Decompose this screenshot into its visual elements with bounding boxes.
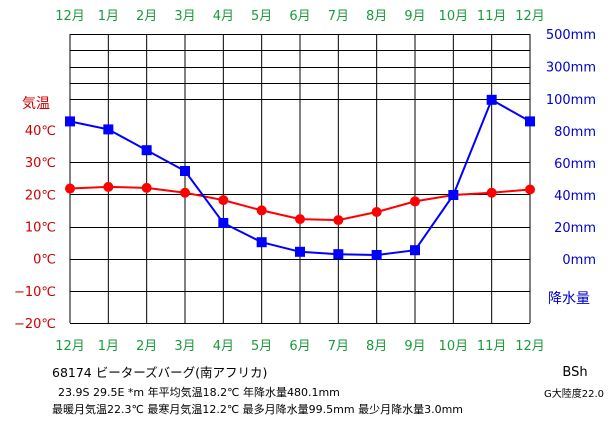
- month-label-bottom: 6月: [289, 339, 310, 354]
- month-label-top: 5月: [251, 9, 272, 24]
- temperature-point: [256, 205, 267, 216]
- month-label-bottom: 9月: [404, 339, 425, 354]
- temperature-tick-label: 30℃: [25, 156, 56, 171]
- month-label-bottom: 3月: [174, 339, 195, 354]
- month-label-bottom: 10月: [439, 339, 469, 354]
- station-name: 68174 ビーターズバーグ(南アフリカ): [52, 365, 267, 380]
- month-label-top: 9月: [404, 9, 425, 24]
- precipitation-axis-title: 降水量: [548, 291, 590, 307]
- month-label-bottom: 11月: [477, 339, 507, 354]
- temperature-point: [65, 183, 75, 194]
- temperature-tick-label: 20℃: [25, 188, 56, 203]
- precipitation-tick-label: 80mm: [554, 125, 596, 140]
- continentality: G大陸度22.0: [544, 387, 604, 400]
- month-label-top: 10月: [439, 9, 469, 24]
- month-label-top: 11月: [477, 9, 507, 24]
- series-layer: [65, 94, 535, 260]
- precipitation-tick-label: 300mm: [546, 61, 596, 76]
- precipitation-point: [218, 218, 229, 228]
- precipitation-point: [141, 145, 152, 156]
- climate-code: BSh: [562, 365, 587, 380]
- chart-grid: [69, 34, 531, 324]
- month-label-bottom: 7月: [328, 339, 349, 354]
- month-label-top: 7月: [328, 9, 349, 24]
- precipitation-tick-label: 20mm: [554, 221, 596, 236]
- precipitation-tick-label: 100mm: [546, 93, 596, 108]
- precipitation-point: [410, 245, 420, 256]
- month-label-bottom: 12月: [55, 339, 85, 354]
- month-label-top: 8月: [366, 9, 387, 24]
- month-label-bottom: 12月: [515, 339, 545, 354]
- temperature-axis-title: 気温: [22, 96, 50, 112]
- temperature-point: [218, 195, 229, 206]
- precipitation-point: [525, 116, 535, 127]
- bottom-month-labels: 12月 1月 2月 3月 4月 5月 6月 7月 8月 9月 10月 11月 12月: [55, 339, 545, 354]
- month-label-top: 1月: [98, 9, 119, 24]
- precipitation-point: [448, 190, 459, 200]
- temperature-point: [103, 181, 114, 192]
- month-label-top: 4月: [213, 9, 234, 24]
- temperature-point: [486, 187, 497, 198]
- temperature-tick-label: −10℃: [14, 285, 56, 300]
- precipitation-tick-label: 60mm: [554, 157, 596, 172]
- month-label-top: 6月: [289, 9, 310, 24]
- month-label-top: 12月: [515, 9, 545, 24]
- month-label-bottom: 5月: [251, 339, 272, 354]
- month-label-top: 2月: [136, 9, 157, 24]
- precipitation-point: [65, 116, 75, 127]
- temperature-point: [525, 184, 535, 195]
- precipitation-tick-label: 0mm: [562, 253, 596, 268]
- precipitation-tick-label: 500mm: [546, 28, 596, 43]
- precipitation-point: [180, 166, 190, 176]
- precipitation-point: [333, 249, 344, 260]
- precipitation-point: [486, 94, 497, 105]
- precipitation-tick-label: 40mm: [554, 189, 596, 204]
- top-month-labels: 12月 1月 2月 3月 4月 5月 6月 7月 8月 9月 10月 11月 12月: [55, 9, 545, 24]
- month-label-bottom: 8月: [366, 339, 387, 354]
- temperature-point: [371, 207, 382, 218]
- precipitation-point: [371, 250, 382, 260]
- temperature-point: [141, 182, 152, 193]
- temperature-point: [295, 214, 305, 225]
- month-label-bottom: 1月: [98, 339, 119, 354]
- month-label-top: 12月: [55, 9, 85, 24]
- temperature-point: [410, 196, 420, 207]
- temperature-tick-label: 40℃: [25, 124, 56, 139]
- precipitation-point: [103, 124, 114, 135]
- temperature-point: [333, 215, 344, 226]
- precipitation-point: [256, 237, 267, 248]
- month-label-bottom: 4月: [213, 339, 234, 354]
- temperature-axis-ticks: 40℃ 30℃ 20℃ 10℃ 0℃ −10℃ −20℃: [14, 124, 56, 332]
- temperature-tick-label: −20℃: [14, 317, 56, 332]
- precipitation-axis-ticks: 500mm 300mm 100mm 80mm 60mm 40mm 20mm 0mm: [546, 28, 596, 268]
- precipitation-point: [295, 246, 305, 257]
- station-coords: 23.9S 29.5E *m 年平均気温18.2℃ 年降水量480.1mm: [58, 385, 340, 399]
- month-label-top: 3月: [174, 9, 195, 24]
- temperature-point: [180, 187, 190, 198]
- temperature-tick-label: 10℃: [25, 221, 56, 236]
- station-extremes: 最暖月気温22.3℃ 最寒月気温12.2℃ 最多月降水量99.5mm 最少月降水…: [52, 402, 463, 416]
- month-label-bottom: 2月: [136, 339, 157, 354]
- temperature-tick-label: 0℃: [33, 253, 56, 268]
